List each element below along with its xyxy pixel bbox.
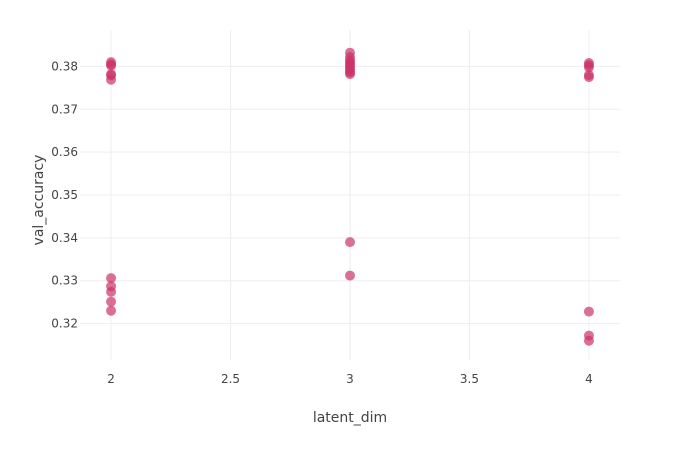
y-tick-label: 0.32 <box>51 317 78 331</box>
data-point <box>345 270 355 281</box>
y-tick-label: 0.35 <box>51 188 78 202</box>
x-tick-label: 2.5 <box>221 372 240 386</box>
data-points <box>106 47 594 346</box>
data-point <box>106 296 117 307</box>
x-tick-label: 3 <box>346 372 354 386</box>
x-axis-title: latent_dim <box>313 410 387 426</box>
data-point <box>106 273 117 284</box>
y-tick-label: 0.38 <box>51 59 78 73</box>
x-tick-label: 3.5 <box>460 372 479 386</box>
y-tick-label: 0.37 <box>51 102 78 116</box>
y-axis-ticks: 0.32 0.33 0.34 0.35 0.36 0.37 0.38 <box>51 59 78 330</box>
y-tick-label: 0.34 <box>51 231 78 245</box>
data-point <box>106 60 117 71</box>
data-point <box>345 237 355 248</box>
x-axis-ticks: 2 2.5 3 3.5 4 <box>107 372 593 386</box>
y-axis-title: val_accuracy <box>31 155 47 246</box>
data-point <box>106 74 117 85</box>
data-point <box>583 62 594 73</box>
data-point <box>345 69 355 80</box>
data-point <box>583 335 594 346</box>
y-tick-label: 0.33 <box>51 274 78 288</box>
y-tick-label: 0.36 <box>51 145 78 159</box>
data-point <box>106 305 117 316</box>
x-tick-label: 4 <box>585 372 593 386</box>
grid <box>80 30 620 360</box>
x-tick-label: 2 <box>107 372 115 386</box>
data-point <box>106 286 117 297</box>
data-point <box>583 72 594 83</box>
data-point <box>583 306 594 317</box>
